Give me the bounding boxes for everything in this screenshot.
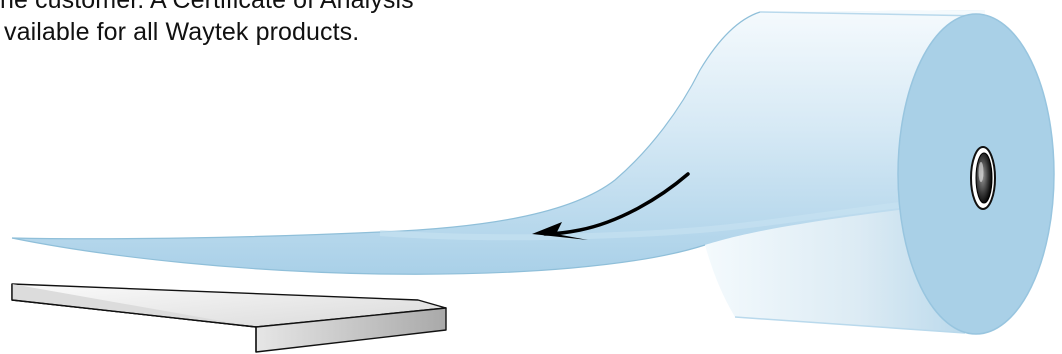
slab-block-icon	[11, 283, 447, 353]
caption-text: he customer. A Certificate of Analysis v…	[0, 0, 470, 48]
caption-line-1: he customer. A Certificate of Analysis	[0, 0, 414, 14]
caption-line-2: vailable for all Waytek products.	[4, 18, 360, 46]
roll-core-icon	[970, 146, 996, 210]
roll-top-edge	[759, 11, 986, 17]
curved-arrow-icon	[532, 172, 690, 240]
roll-bottom-edge	[734, 316, 966, 334]
film-sheet	[11, 10, 985, 275]
